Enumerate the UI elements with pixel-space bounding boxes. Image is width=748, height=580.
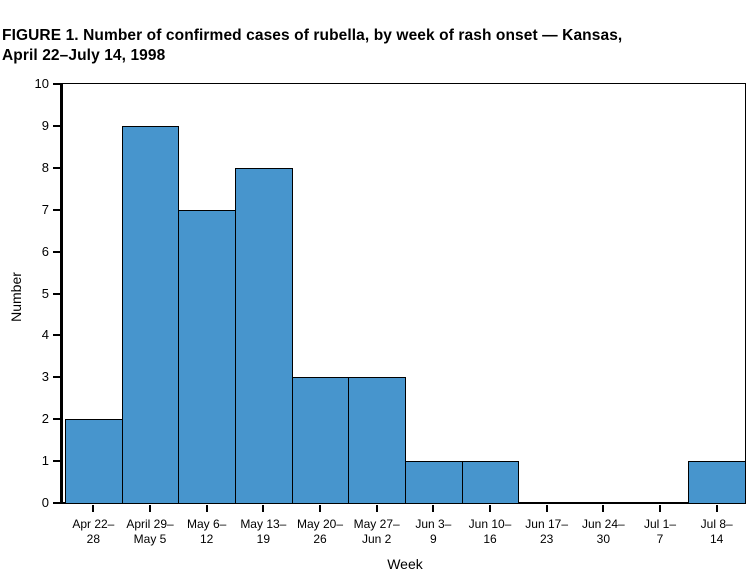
y-tick bbox=[53, 166, 61, 169]
figure-title-line-2: April 22–July 14, 1998 bbox=[2, 47, 166, 64]
chart-bar bbox=[121, 125, 180, 503]
chart-bar bbox=[178, 209, 236, 503]
x-tick-label-line: May 6– bbox=[186, 517, 227, 531]
y-tick-label: 0 bbox=[41, 495, 49, 510]
x-tick bbox=[432, 505, 435, 512]
x-tick bbox=[545, 505, 548, 512]
y-tick-label: 2 bbox=[41, 411, 49, 427]
x-tick-label-line: Jul 8– bbox=[700, 517, 733, 531]
x-tick-label-line: May 27– bbox=[353, 517, 400, 531]
x-tick-label: Jun 3– 9 bbox=[387, 517, 479, 547]
x-tick-label: Jun 24– 30 bbox=[557, 517, 649, 547]
y-tick bbox=[53, 502, 61, 504]
x-tick-label-line: 28 bbox=[86, 532, 100, 546]
x-tick bbox=[205, 505, 208, 512]
y-tick-label: 9 bbox=[41, 117, 49, 133]
y-tick bbox=[53, 208, 61, 211]
x-tick-label-line: Jul 1– bbox=[643, 517, 677, 531]
x-tick-label: Jul 8– 14 bbox=[671, 517, 748, 547]
x-tick bbox=[319, 505, 321, 512]
figure-title: FIGURE 1. Number of confirmed cases of r… bbox=[2, 26, 748, 66]
y-tick-label: 5 bbox=[41, 285, 49, 301]
y-tick bbox=[53, 418, 61, 421]
x-tick bbox=[715, 505, 718, 512]
chart-bar bbox=[461, 461, 520, 503]
x-tick-label: Apr 22– 28 bbox=[47, 517, 139, 547]
x-tick-label: May 13– 19 bbox=[217, 517, 309, 547]
x-axis-label: Week bbox=[387, 556, 423, 572]
x-tick bbox=[92, 505, 95, 512]
y-tick bbox=[53, 292, 61, 295]
x-tick bbox=[149, 505, 151, 512]
x-tick-label-line: April 29– bbox=[126, 517, 174, 531]
chart-bar bbox=[405, 461, 463, 503]
x-tick-label-line: 26 bbox=[313, 532, 327, 546]
x-tick-label: April 29– May 5 bbox=[104, 517, 196, 547]
y-tick-label: 8 bbox=[41, 159, 49, 175]
x-tick-label-line: 19 bbox=[256, 532, 270, 546]
figure-title-line-1: FIGURE 1. Number of confirmed cases of r… bbox=[2, 27, 623, 44]
x-tick-label-line: Jun 2 bbox=[361, 532, 392, 546]
x-tick-label-line: 23 bbox=[539, 532, 554, 546]
x-tick-label-line: 12 bbox=[199, 532, 214, 546]
x-tick-label-line: Jun 17– bbox=[525, 517, 568, 531]
x-tick-label-line: Jun 10– bbox=[468, 517, 512, 531]
y-tick bbox=[53, 460, 61, 463]
x-tick-label-line: Jun 24– bbox=[581, 517, 625, 531]
x-tick-label-line: 16 bbox=[483, 532, 497, 546]
x-tick bbox=[375, 505, 378, 512]
x-tick bbox=[659, 505, 661, 512]
x-tick-label-line: 30 bbox=[596, 532, 610, 546]
y-tick bbox=[53, 124, 61, 127]
x-tick-label: Jul 1– 7 bbox=[614, 517, 706, 547]
x-tick-label: Jun 17– 23 bbox=[501, 517, 593, 547]
x-tick-label-line: 14 bbox=[709, 532, 724, 546]
y-tick bbox=[53, 250, 61, 253]
x-tick-label-line: May 20– bbox=[296, 517, 344, 531]
y-tick-label: 4 bbox=[41, 327, 49, 343]
y-tick bbox=[53, 334, 61, 337]
y-tick-label: 7 bbox=[41, 201, 49, 217]
chart-bar bbox=[291, 377, 350, 503]
y-tick bbox=[53, 376, 61, 379]
x-tick-label-line: May 13– bbox=[240, 517, 287, 531]
chart-bar bbox=[235, 167, 293, 503]
y-tick bbox=[53, 83, 61, 85]
x-tick-label: Jun 10– 16 bbox=[444, 517, 536, 547]
x-tick-label-line: Apr 22– bbox=[72, 517, 115, 531]
x-tick bbox=[489, 505, 491, 512]
plot-frame bbox=[60, 83, 746, 504]
x-tick-label-line: 9 bbox=[429, 532, 437, 546]
x-tick-label-line: May 5 bbox=[133, 532, 167, 546]
x-tick-label-line: 7 bbox=[656, 532, 664, 546]
chart-bar bbox=[65, 419, 123, 503]
y-tick-label: 10 bbox=[34, 76, 49, 91]
y-tick-label: 3 bbox=[41, 369, 49, 385]
x-tick-label: May 6– 12 bbox=[161, 517, 253, 547]
x-tick-label: May 27– Jun 2 bbox=[331, 517, 423, 547]
y-tick-label: 1 bbox=[41, 453, 49, 469]
y-tick-label: 6 bbox=[41, 243, 49, 259]
x-tick-label: May 20– 26 bbox=[274, 517, 366, 547]
x-tick-label-line: Jun 3– bbox=[415, 517, 452, 531]
x-tick bbox=[262, 505, 265, 512]
chart-bar bbox=[688, 461, 746, 503]
x-tick bbox=[602, 505, 605, 512]
chart-bar bbox=[348, 377, 406, 503]
